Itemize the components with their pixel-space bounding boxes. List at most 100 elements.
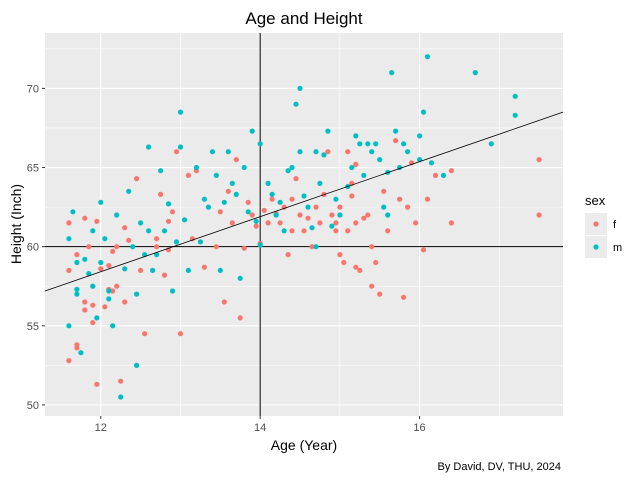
data-point-f — [114, 283, 120, 289]
data-point-f — [405, 204, 411, 210]
data-point-f — [424, 196, 431, 202]
data-point-m — [277, 199, 283, 205]
data-point-m — [146, 228, 152, 234]
data-point-m — [134, 362, 140, 368]
data-point-f — [269, 196, 275, 202]
regression-line — [44, 111, 564, 292]
data-point-f — [361, 215, 367, 221]
data-point-f — [301, 228, 307, 234]
data-point-m — [185, 267, 191, 273]
data-point-m — [349, 164, 355, 171]
data-point-f — [285, 252, 291, 258]
data-point-m — [329, 223, 335, 229]
data-point-m — [245, 209, 251, 215]
data-point-m — [297, 85, 303, 91]
data-point-f — [82, 299, 88, 305]
data-point-m — [313, 149, 319, 155]
data-point-f — [333, 220, 339, 226]
data-point-m — [82, 256, 88, 262]
data-point-m — [86, 271, 92, 277]
data-point-f — [393, 138, 399, 144]
data-point-m — [385, 212, 391, 218]
data-point-m — [333, 196, 339, 202]
data-point-m — [317, 180, 323, 186]
data-point-m — [90, 228, 96, 234]
data-point-m — [177, 109, 184, 115]
data-point-f — [114, 244, 120, 250]
data-point-f — [249, 212, 255, 218]
data-point-m — [70, 209, 76, 215]
data-point-f — [353, 220, 359, 226]
data-point-m — [249, 128, 255, 134]
x-tick-label: 12 — [95, 422, 107, 434]
legend-swatch-f — [593, 221, 599, 227]
data-point-m — [237, 275, 243, 281]
x-axis-title: Age (Year) — [271, 437, 337, 453]
data-point-f — [66, 358, 72, 364]
data-point-m — [205, 204, 211, 210]
data-points — [66, 54, 542, 400]
data-point-m — [337, 212, 343, 218]
data-point-m — [134, 291, 140, 297]
data-point-f — [118, 378, 124, 384]
data-point-m — [74, 259, 80, 266]
data-point-m — [74, 291, 80, 297]
data-point-f — [86, 244, 92, 250]
data-point-m — [289, 164, 295, 171]
data-point-f — [245, 199, 251, 205]
data-point-m — [233, 191, 239, 197]
y-tick-label: 50 — [27, 400, 39, 412]
data-point-f — [94, 218, 100, 224]
data-point-f — [185, 172, 191, 178]
data-point-m — [102, 236, 108, 242]
data-point-m — [217, 267, 223, 273]
data-point-f — [134, 176, 140, 182]
data-point-f — [448, 168, 454, 174]
data-point-f — [173, 149, 180, 155]
data-point-f — [293, 176, 299, 182]
data-point-m — [389, 70, 395, 76]
data-point-f — [289, 196, 295, 202]
data-point-m — [66, 236, 72, 242]
legend-label-f: f — [613, 219, 617, 231]
data-point-f — [536, 157, 542, 163]
data-point-m — [401, 141, 407, 147]
data-point-m — [301, 193, 307, 199]
data-point-f — [261, 207, 267, 213]
data-point-f — [161, 272, 168, 278]
data-point-f — [432, 172, 439, 178]
data-point-m — [150, 267, 156, 273]
data-point-f — [122, 225, 128, 231]
data-point-m — [193, 164, 199, 171]
data-point-f — [329, 212, 335, 218]
y-axis-ticks: 50 55 60 65 70 — [27, 83, 45, 412]
y-tick-label: 60 — [27, 242, 39, 254]
y-tick-label: 65 — [27, 163, 39, 175]
data-point-f — [420, 247, 427, 253]
data-point-f — [106, 263, 112, 269]
data-point-f — [241, 245, 247, 251]
data-point-m — [273, 212, 279, 218]
data-point-f — [289, 228, 295, 234]
data-point-f — [377, 291, 383, 297]
data-point-f — [82, 215, 88, 221]
data-point-m — [357, 141, 363, 147]
data-point-f — [337, 204, 343, 210]
data-point-m — [381, 204, 387, 210]
data-point-f — [142, 331, 148, 337]
chart-caption: By David, DV, THU, 2024 — [437, 461, 561, 473]
data-point-m — [213, 172, 219, 178]
data-point-m — [353, 133, 359, 139]
data-point-m — [138, 220, 144, 226]
regression-line-group — [44, 111, 564, 292]
data-point-f — [317, 220, 323, 226]
data-point-f — [325, 149, 331, 155]
data-point-m — [158, 168, 164, 174]
data-point-m — [424, 54, 431, 60]
data-point-m — [78, 350, 84, 356]
data-point-m — [98, 199, 104, 205]
data-point-m — [229, 180, 235, 186]
data-point-m — [197, 239, 203, 245]
data-point-f — [90, 302, 96, 308]
